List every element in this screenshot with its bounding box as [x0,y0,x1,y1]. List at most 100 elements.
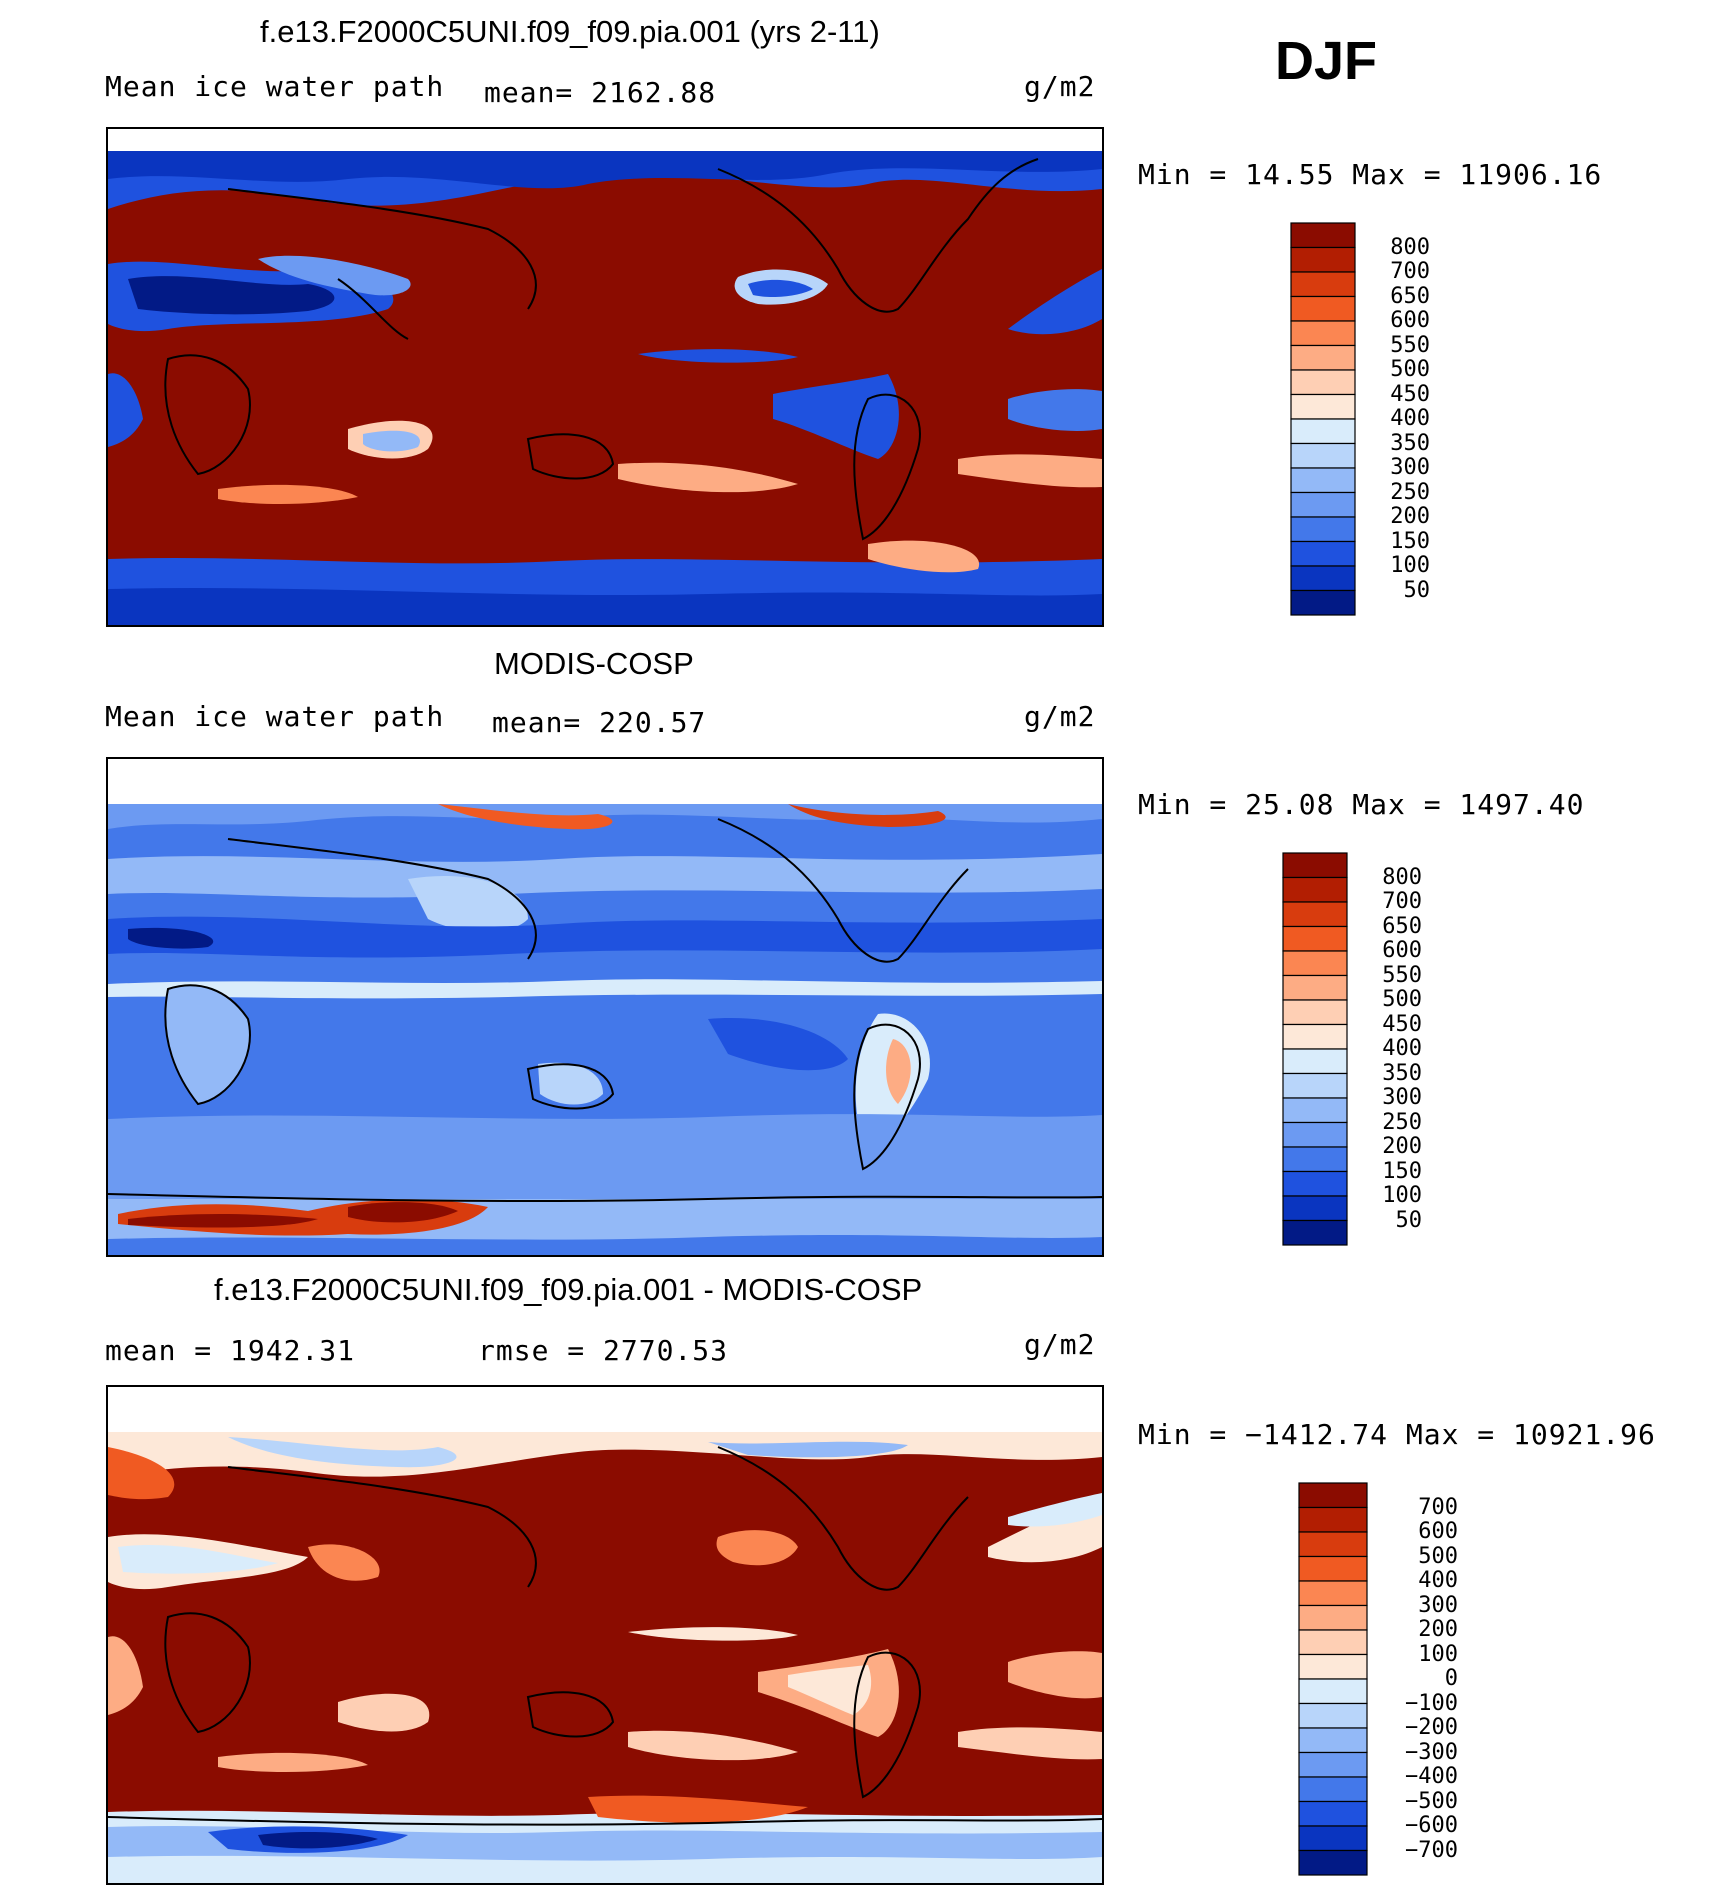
colorbar-tick-label: 400 [1390,406,1430,431]
panel-obs-mean-label: mean= 220.57 [492,706,707,739]
colorbar-tick-label: −400 [1405,1764,1458,1789]
colorbar-tick-label: 800 [1390,234,1430,260]
colorbar-tick-label: 500 [1382,987,1422,1012]
colorbar-tick-label: 600 [1418,1519,1458,1544]
colorbar-tick-label: 200 [1390,504,1430,529]
colorbar-swatch [1290,344,1356,371]
panel-diff-title: f.e13.F2000C5UNI.f09_f09.pia.001 - MODIS… [214,1272,923,1307]
panel-diff-rmse-label: rmse = 2770.53 [478,1334,729,1367]
panel-obs-title: MODIS-COSP [494,646,694,681]
colorbar-swatch [1282,1170,1348,1197]
colorbar-swatch [1282,1146,1348,1173]
colorbar-swatch [1290,246,1356,273]
colorbar-swatch [1290,491,1356,518]
colorbar-swatch [1298,1678,1368,1705]
panel-model-minmax: Min = 14.55 Max = 11906.16 [1138,158,1603,191]
colorbar-tick-label: 500 [1390,357,1430,382]
panel-diff-map [106,1385,1104,1885]
colorbar-tick-label: 600 [1390,308,1430,333]
colorbar-swatch [1290,320,1356,347]
panel-model-variable-label: Mean ice water path [105,70,445,103]
colorbar-swatch [1282,974,1348,1001]
colorbar-swatch [1282,999,1348,1026]
colorbar-swatch [1282,1072,1348,1099]
colorbar-tick-label: 500 [1418,1543,1458,1569]
colorbar-tick-label: 400 [1418,1568,1458,1593]
colorbar-swatch [1282,852,1348,879]
colorbar-tick-label: 200 [1418,1617,1458,1642]
colorbar-swatch [1290,467,1356,494]
colorbar-swatch [1298,1653,1368,1680]
colorbar-swatch [1298,1506,1368,1533]
colorbar-tick-label: 300 [1418,1592,1458,1618]
panel-obs-map [106,757,1104,1257]
colorbar-tick-label: 800 [1382,864,1422,890]
panel-diff-colorbar-labels: 700 600 500 400 300 200 100 0 −100 −200 −300 −400 −5… [1380,1482,1458,1876]
colorbar-tick-label: 700 [1390,259,1430,284]
colorbar-swatch [1282,1219,1348,1246]
colorbar-tick-label: 200 [1382,1134,1422,1159]
colorbar-swatch [1298,1482,1368,1509]
colorbar-tick-label: 150 [1382,1158,1422,1184]
colorbar-tick-label: 550 [1390,332,1430,358]
colorbar-tick-label: 300 [1390,455,1430,480]
colorbar-tick-label: 150 [1390,528,1430,554]
colorbar-tick-label: 350 [1382,1060,1422,1086]
colorbar-tick-label: −700 [1405,1837,1458,1863]
colorbar-swatch [1298,1849,1368,1876]
colorbar-swatch [1298,1800,1368,1827]
colorbar-swatch [1290,516,1356,543]
season-label: DJF [1275,31,1378,91]
colorbar-swatch [1290,589,1356,616]
colorbar-tick-label: −500 [1405,1788,1458,1814]
panel-model-title: f.e13.F2000C5UNI.f09_f09.pia.001 (yrs 2-… [260,14,880,49]
colorbar-tick-label: 250 [1382,1109,1422,1135]
colorbar-tick-label: 450 [1382,1011,1422,1037]
colorbar-tick-label: 100 [1382,1183,1422,1208]
colorbar-swatch [1298,1629,1368,1656]
panel-obs-units-label: g/m2 [1024,700,1096,733]
colorbar-swatch [1290,565,1356,592]
colorbar-tick-label: −600 [1405,1813,1458,1838]
colorbar-tick-label: 50 [1395,1207,1423,1233]
panel-model-colorbar [1290,222,1356,616]
panel-obs-minmax: Min = 25.08 Max = 1497.40 [1138,788,1585,821]
colorbar-swatch [1290,540,1356,567]
colorbar-swatch [1298,1751,1368,1778]
panel-model-colorbar-labels: 800 700 650 600 550 500 450 400 350 300 250 200 150 1… [1370,222,1430,616]
panel-diff-minmax: Min = −1412.74 Max = 10921.96 [1138,1418,1656,1451]
colorbar-swatch [1298,1727,1368,1754]
colorbar-swatch [1282,1195,1348,1222]
colorbar-tick-label: 600 [1382,938,1422,963]
colorbar-tick-label: 0 [1444,1666,1458,1691]
colorbar-tick-label: 100 [1390,553,1430,578]
panel-obs-variable-label: Mean ice water path [105,700,445,733]
colorbar-tick-label: 650 [1382,913,1422,939]
colorbar-swatch [1282,876,1348,903]
colorbar-tick-label: −100 [1405,1690,1458,1716]
colorbar-swatch [1282,925,1348,952]
colorbar-tick-label: 350 [1390,430,1430,456]
colorbar-swatch [1282,1097,1348,1124]
panel-model-units-label: g/m2 [1024,70,1096,103]
colorbar-tick-label: −300 [1405,1739,1458,1765]
colorbar-swatch [1290,369,1356,396]
colorbar-swatch [1298,1702,1368,1729]
colorbar-tick-label: 700 [1382,889,1422,914]
colorbar-tick-label: 400 [1382,1036,1422,1061]
colorbar-swatch [1298,1555,1368,1582]
colorbar-tick-label: 100 [1418,1641,1458,1667]
colorbar-tick-label: 50 [1403,577,1431,603]
panel-model-mean-label: mean= 2162.88 [484,76,717,109]
colorbar-swatch [1298,1580,1368,1607]
colorbar-swatch [1282,1048,1348,1075]
colorbar-swatch [1282,950,1348,977]
colorbar-tick-label: 300 [1382,1085,1422,1110]
colorbar-tick-label: 700 [1418,1494,1458,1520]
colorbar-swatch [1298,1604,1368,1631]
colorbar-swatch [1290,418,1356,445]
colorbar-swatch [1298,1825,1368,1852]
colorbar-swatch [1282,1121,1348,1148]
colorbar-tick-label: 650 [1390,283,1430,309]
colorbar-tick-label: 250 [1390,479,1430,505]
